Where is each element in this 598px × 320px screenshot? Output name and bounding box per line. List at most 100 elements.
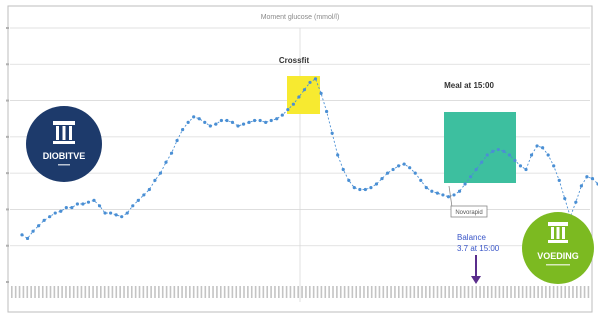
data-point [219,118,223,123]
x-tick-mark [18,286,21,298]
data-point [42,218,46,222]
crossfit-highlight [287,76,320,114]
x-tick-mark [219,286,222,298]
data-point [330,131,334,135]
y-tick-mark [6,172,9,175]
data-point [81,202,85,206]
x-tick-mark [363,286,365,298]
x-tick-mark [533,286,536,298]
x-tick-mark [343,286,346,298]
x-tick-mark [339,286,342,298]
data-point [75,202,79,206]
data-point [480,160,484,164]
data-point [37,224,41,228]
crossfit-label: Crossfit [279,56,310,65]
data-point [275,117,279,121]
y-tick-mark [6,99,9,102]
x-tick-mark [579,286,582,298]
x-tick-mark [401,286,404,298]
x-tick-mark [568,286,570,298]
data-point [247,120,251,124]
x-tick-mark [587,286,590,298]
x-tick-mark [130,286,133,298]
x-tick-mark [212,286,214,298]
x-tick-mark [436,286,439,298]
x-tick-mark [583,286,586,298]
x-tick-mark [223,286,226,298]
data-point [59,209,63,213]
x-tick-mark [278,286,280,298]
x-tick-mark [88,286,90,298]
x-tick-mark [351,286,354,298]
x-tick-mark [572,286,574,298]
x-tick-mark [69,286,71,298]
x-tick-mark [444,286,447,298]
x-tick-mark [80,286,83,298]
x-tick-mark [308,286,311,298]
data-point [164,160,168,164]
x-tick-mark [305,286,307,298]
data-point [48,215,52,219]
data-point [169,151,174,155]
data-point [363,187,367,192]
data-point [585,175,589,179]
data-point [402,162,406,166]
data-point [347,178,351,182]
data-point [158,171,163,175]
x-tick-mark [154,286,156,298]
data-point [136,198,140,202]
x-tick-mark [502,286,505,298]
y-tick-mark [6,27,9,29]
x-tick-mark [324,286,327,298]
data-point [513,158,517,163]
x-tick-mark [564,286,567,298]
data-point [435,191,439,195]
data-point [302,88,307,92]
x-tick-mark [548,286,551,298]
data-point [120,215,124,219]
data-point [225,118,229,123]
data-point [419,178,423,182]
x-tick-mark [487,286,489,298]
x-tick-mark [529,286,532,298]
x-tick-mark [498,286,501,298]
x-tick-mark [367,286,369,298]
diobitve-logo-text: DIOBITVE [43,151,86,161]
x-tick-mark [266,286,269,298]
x-tick-mark [111,286,114,298]
data-point [253,118,257,123]
x-tick-mark [103,286,106,298]
x-tick-mark [479,286,481,298]
data-point [518,164,523,168]
data-point [546,153,550,157]
insulin-tag-label: Novorapid [455,210,482,216]
x-tick-mark [382,286,385,298]
data-point [469,175,473,179]
data-point [114,213,118,217]
data-point [552,164,556,168]
x-tick-mark [45,286,48,298]
data-point [291,102,295,106]
data-point [203,120,207,124]
x-tick-mark [293,286,296,298]
x-tick-mark [359,286,361,298]
insulin-connector [448,185,453,208]
data-point [197,117,201,121]
x-tick-mark [409,286,412,298]
data-point [408,166,412,170]
x-tick-mark [258,286,261,298]
x-tick-mark [150,286,152,298]
x-tick-mark [65,286,67,298]
x-tick-mark [76,286,79,298]
data-point [507,153,511,157]
x-tick-mark [134,286,137,298]
balance-arrow-head [471,276,481,284]
data-point [125,211,129,215]
data-point [175,138,179,143]
data-point [70,206,74,210]
data-point [64,206,68,210]
x-tick-mark [127,286,129,298]
y-tick-mark [6,208,9,211]
data-point [214,122,218,126]
x-tick-mark [208,286,210,298]
